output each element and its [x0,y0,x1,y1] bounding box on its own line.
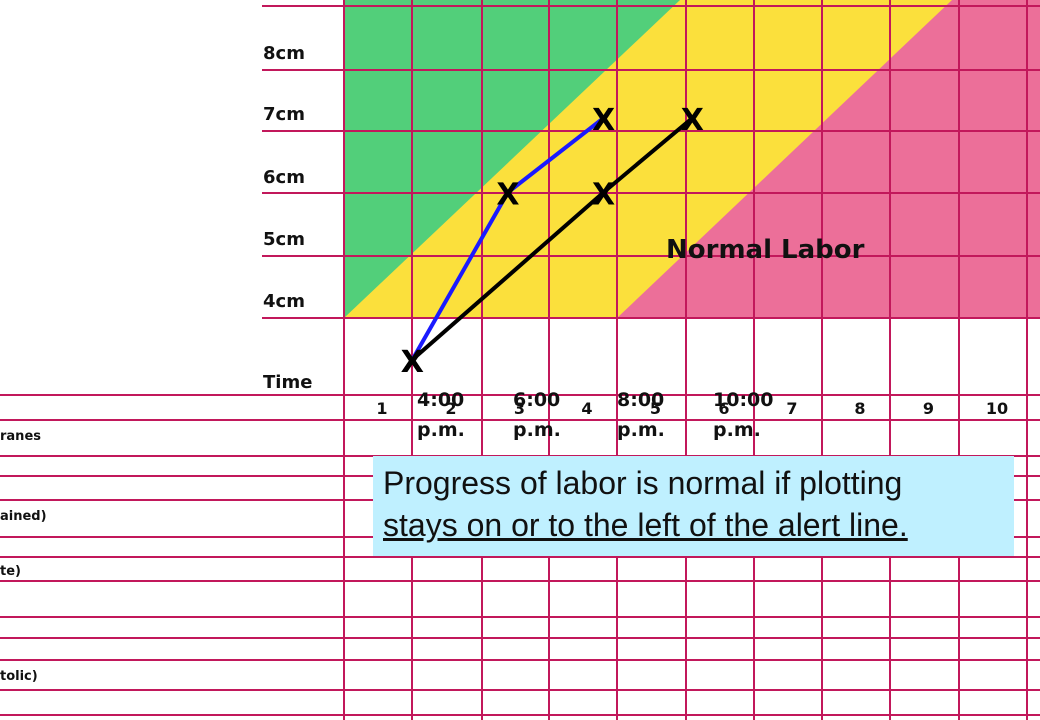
x-marker: X [681,103,704,138]
y-tick-label: 4cm [263,291,305,312]
axis-labels: 8cm 7cm 6cm 5cm 4cm Time 1 2 3 4 5 6 7 8 9 10 4:00 p.m. 6:… [0,43,1008,684]
green-zone [344,0,680,318]
time-label: 10:00 [713,389,773,411]
time-label: 8:00 [617,389,664,411]
note-callout: Progress of labor is normal if plotting … [373,456,1014,556]
zone-bands [344,0,1040,318]
x-marker: X [401,345,424,380]
y-tick-label: 6cm [263,167,305,188]
hour-tick-label: 2 [445,399,456,418]
zone-label: Normal Labor [666,235,865,265]
hour-tick-label: 8 [854,399,865,418]
hour-tick-label: 7 [786,399,797,418]
time-label-suffix: p.m. [713,419,761,441]
hour-tick-label: 6 [718,399,729,418]
note-line-1: Progress of labor is normal if plotting [383,465,903,501]
x-axis-title: Time [263,372,312,393]
hour-tick-label: 9 [923,399,934,418]
hour-tick-label: 10 [986,399,1008,418]
y-tick-label: 8cm [263,43,305,64]
time-label-suffix: p.m. [417,419,465,441]
row-label: ained) [0,509,47,524]
hour-tick-label: 4 [581,399,592,418]
time-label: 6:00 [513,389,560,411]
time-label-suffix: p.m. [617,419,665,441]
note-line-2: stays on or to the left of the alert lin… [383,507,908,543]
series-line [410,116,694,362]
y-tick-label: 7cm [263,104,305,125]
hour-tick-label: 3 [514,399,525,418]
hour-tick-label: 1 [376,399,387,418]
x-marker: X [592,177,615,212]
row-label: te) [0,564,21,579]
series-line [410,116,605,361]
time-label: 4:00 [417,389,464,411]
y-tick-label: 5cm [263,229,305,250]
hour-tick-label: 5 [650,399,661,418]
time-label-suffix: p.m. [513,419,561,441]
row-label: ranes [0,429,41,444]
row-label: tolic) [0,669,38,684]
x-marker: X [592,103,615,138]
x-marker: X [496,177,519,212]
